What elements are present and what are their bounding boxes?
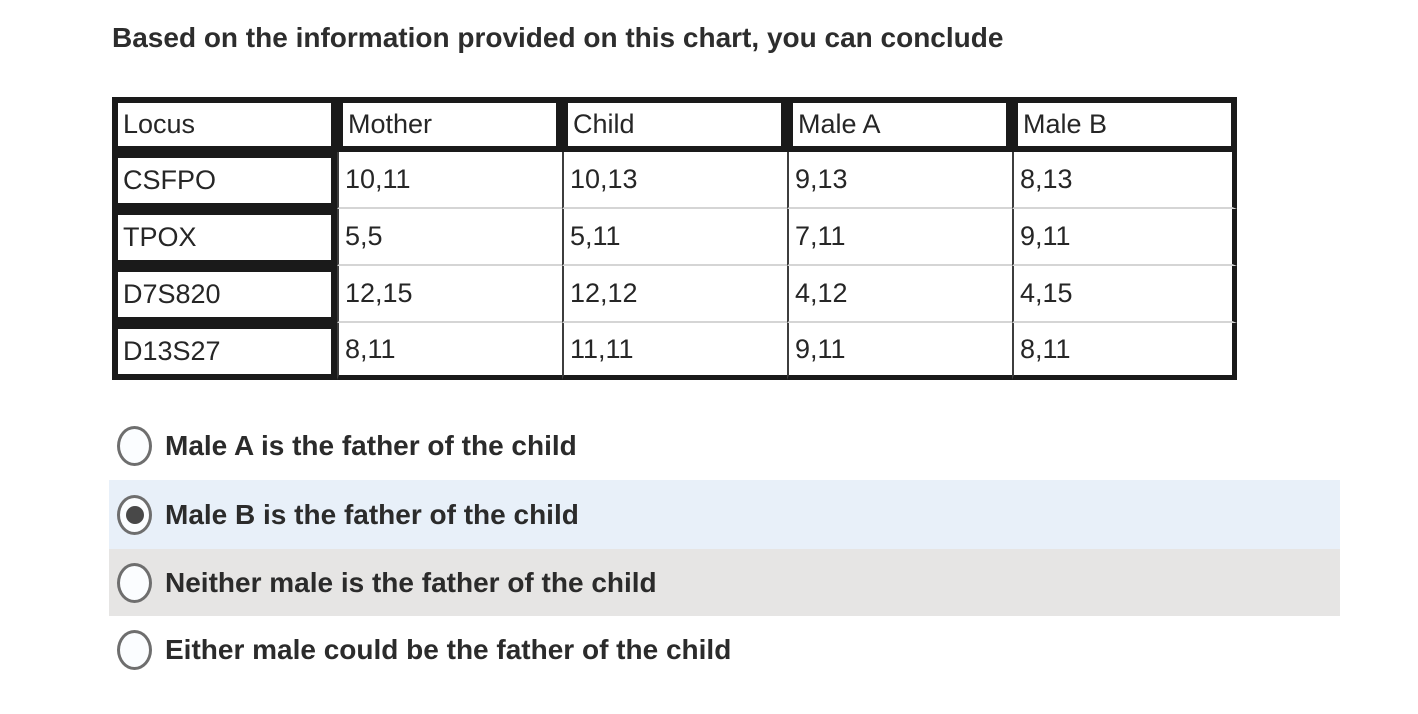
data-cell: 11,11	[562, 323, 787, 380]
data-cell: 9,11	[1012, 209, 1237, 266]
answer-option-label: Male A is the father of the child	[165, 430, 577, 461]
column-header-child: Child	[562, 97, 787, 152]
data-cell: 10,11	[337, 152, 562, 209]
data-cell: 8,13	[1012, 152, 1237, 209]
answer-option-neither[interactable]: Neither male is the father of the child	[109, 549, 1340, 616]
table-row: D13S27 8,11 11,11 9,11 8,11	[112, 323, 1237, 380]
table-row: CSFPO 10,11 10,13 9,13 8,13	[112, 152, 1237, 209]
answer-option-label: Male B is the father of the child	[165, 498, 579, 530]
locus-cell: CSFPO	[112, 152, 337, 209]
question-prompt: Based on the information provided on thi…	[112, 22, 1004, 53]
answer-options: Male A is the father of the child Male B…	[109, 412, 1340, 684]
answer-option-label: Neither male is the father of the child	[165, 566, 657, 598]
data-cell: 12,12	[562, 266, 787, 323]
answer-option-label: Either male could be the father of the c…	[165, 634, 732, 665]
data-cell: 5,5	[337, 209, 562, 266]
data-cell: 9,13	[787, 152, 1012, 209]
data-cell: 9,11	[787, 323, 1012, 380]
column-header-male-b: Male B	[1012, 97, 1237, 152]
locus-cell: TPOX	[112, 209, 337, 266]
data-cell: 8,11	[1012, 323, 1237, 380]
data-cell: 5,11	[562, 209, 787, 266]
data-cell: 8,11	[337, 323, 562, 380]
radio-dot-icon	[125, 505, 144, 524]
locus-cell: D7S820	[112, 266, 337, 323]
table-row: TPOX 5,5 5,11 7,11 9,11	[112, 209, 1237, 266]
table-header-row: Locus Mother Child Male A Male B	[112, 97, 1237, 152]
data-cell: 4,12	[787, 266, 1012, 323]
radio-button-icon[interactable]	[117, 630, 152, 670]
data-cell: 12,15	[337, 266, 562, 323]
answer-option-either[interactable]: Either male could be the father of the c…	[109, 616, 1340, 684]
table-row: D7S820 12,15 12,12 4,12 4,15	[112, 266, 1237, 323]
data-cell: 4,15	[1012, 266, 1237, 323]
column-header-male-a: Male A	[787, 97, 1012, 152]
answer-option-male-b[interactable]: Male B is the father of the child	[109, 480, 1340, 549]
radio-button-icon[interactable]	[117, 562, 152, 603]
locus-cell: D13S27	[112, 323, 337, 380]
column-header-locus: Locus	[112, 97, 337, 152]
data-cell: 10,13	[562, 152, 787, 209]
answer-option-male-a[interactable]: Male A is the father of the child	[109, 412, 1340, 480]
allele-table: Locus Mother Child Male A Male B CSFPO 1…	[112, 97, 1237, 380]
radio-button-icon[interactable]	[117, 426, 152, 466]
column-header-mother: Mother	[337, 97, 562, 152]
data-cell: 7,11	[787, 209, 1012, 266]
radio-button-icon[interactable]	[117, 494, 152, 535]
